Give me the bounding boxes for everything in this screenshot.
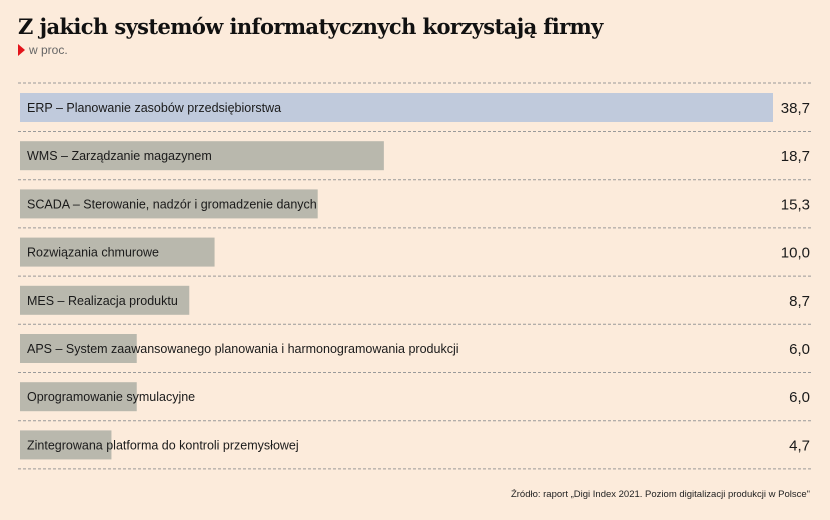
bar — [20, 334, 137, 363]
triangle-marker-icon — [18, 44, 25, 56]
bar — [20, 382, 137, 412]
bar — [20, 430, 112, 460]
source-note: Źródło: raport „Digi Index 2021. Poziom … — [510, 489, 810, 500]
value-label: 38,7 — [781, 100, 810, 117]
value-label: 4,7 — [789, 437, 810, 454]
bar — [20, 285, 190, 315]
category-label: Zintegrowana platforma do kontroli przem… — [27, 438, 299, 452]
bar — [20, 141, 384, 171]
value-label: 6,0 — [789, 389, 810, 406]
category-label: Oprogramowanie symulacyjne — [27, 390, 195, 404]
chart-subtitle: w proc. — [18, 43, 68, 57]
value-label: 8,7 — [789, 293, 810, 310]
category-label: Rozwiązania chmurowe — [27, 246, 159, 260]
value-label: 10,0 — [781, 245, 810, 262]
bar — [20, 189, 318, 219]
unit-label: w proc. — [29, 43, 68, 57]
category-label: SCADA – Sterowanie, nadzór i gromadzenie… — [27, 197, 317, 211]
bar — [20, 237, 215, 267]
category-label: MES – Realizacja produktu — [27, 294, 178, 308]
value-label: 15,3 — [781, 196, 810, 213]
bar — [20, 93, 773, 122]
value-label: 6,0 — [789, 341, 810, 358]
category-label: APS – System zaawansowanego planowania i… — [27, 342, 459, 356]
value-label: 18,7 — [781, 148, 810, 165]
category-label: WMS – Zarządzanie magazynem — [27, 149, 212, 163]
chart-title: Z jakich systemów informatycznych korzys… — [18, 14, 603, 39]
category-label: ERP – Planowanie zasobów przedsiębiorstw… — [27, 101, 281, 115]
